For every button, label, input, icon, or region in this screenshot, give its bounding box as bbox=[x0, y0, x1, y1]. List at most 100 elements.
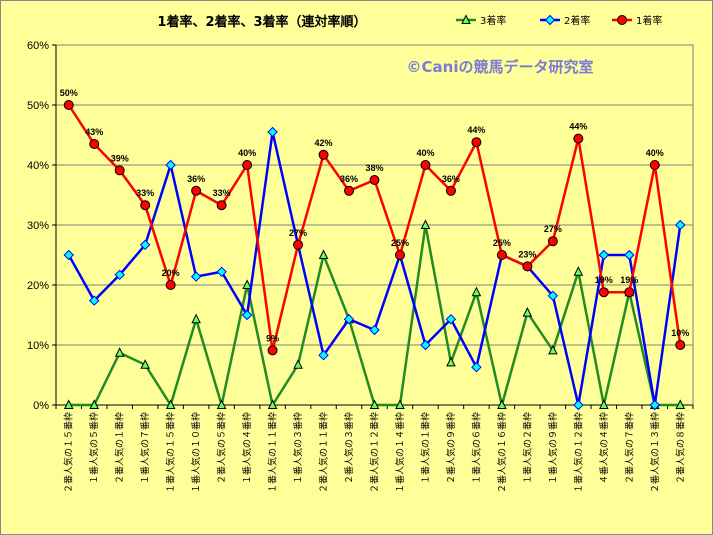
data-point bbox=[369, 399, 380, 409]
legend-item: 1着率 bbox=[612, 14, 662, 27]
legend-item: 2着率 bbox=[540, 14, 590, 27]
data-point bbox=[369, 175, 380, 185]
x-tick-label: １番人気の９番枠 bbox=[547, 412, 559, 484]
x-tick-label: ２番人気の１１番枠 bbox=[318, 412, 330, 493]
data-label: 50% bbox=[60, 88, 78, 98]
data-label: 27% bbox=[544, 224, 562, 234]
data-labels: 50% 43% 39% 33% 20% 36% 33% 40% 9% 27% 42% 36% 38% 25… bbox=[60, 88, 690, 343]
data-label: 19% bbox=[595, 275, 613, 285]
x-axis: ２番人気の１５番枠 １番人気の５番枠 ２番人気の１番枠 １番人気の７番枠 １番人気の１５… bbox=[55, 404, 694, 493]
x-tick-label: ２番人気の７番枠 bbox=[623, 412, 635, 484]
x-tick-label: ２番人気の１５番枠 bbox=[63, 412, 75, 493]
data-point bbox=[394, 250, 405, 260]
x-tick-label: １番人気の１番枠 bbox=[419, 412, 431, 484]
data-point bbox=[216, 266, 227, 278]
watermark: ©Caniの競馬データ研究室 bbox=[407, 58, 594, 76]
data-point bbox=[267, 126, 278, 138]
data-point bbox=[242, 160, 253, 170]
data-label: 36% bbox=[340, 174, 358, 184]
y-axis: 0% 10% 20% 30% 40% 50% 60% bbox=[27, 40, 57, 412]
data-point bbox=[446, 356, 456, 367]
data-point bbox=[267, 399, 278, 409]
data-point bbox=[89, 139, 100, 149]
data-point bbox=[191, 313, 201, 324]
legend-label: 3着率 bbox=[480, 14, 506, 27]
data-point bbox=[114, 165, 125, 176]
data-point bbox=[522, 261, 533, 272]
data-label: 38% bbox=[365, 163, 383, 173]
data-point bbox=[140, 200, 151, 211]
data-point bbox=[242, 279, 252, 289]
data-point bbox=[573, 266, 584, 276]
data-point bbox=[445, 185, 456, 196]
x-tick-label: １番人気の６番枠 bbox=[470, 412, 482, 484]
data-point bbox=[140, 359, 150, 369]
data-point bbox=[471, 286, 482, 297]
x-tick-label: ２番人気の１２番枠 bbox=[369, 412, 381, 493]
x-tick-label: １番人気の４番枠 bbox=[241, 412, 253, 484]
y-tick-label: 10% bbox=[27, 340, 49, 352]
data-point bbox=[649, 160, 660, 170]
data-point bbox=[63, 100, 74, 110]
data-point bbox=[497, 399, 507, 409]
x-tick-label: ２番人気の１３番枠 bbox=[649, 412, 661, 493]
data-point bbox=[139, 239, 151, 251]
data-point bbox=[420, 160, 431, 170]
data-point bbox=[241, 309, 253, 321]
data-point bbox=[624, 287, 635, 298]
data-point bbox=[165, 399, 176, 409]
series-group bbox=[63, 100, 686, 411]
gridlines bbox=[56, 104, 693, 346]
data-label: 36% bbox=[187, 174, 205, 184]
data-point bbox=[343, 313, 355, 325]
x-tick-label: １番人気の５番枠 bbox=[88, 412, 100, 484]
data-point bbox=[598, 287, 609, 298]
data-label: 20% bbox=[162, 268, 180, 278]
legend-marker bbox=[544, 14, 556, 26]
x-tick-label: １番人気の１０番枠 bbox=[190, 412, 202, 493]
data-point bbox=[89, 399, 100, 409]
data-point bbox=[573, 399, 584, 411]
y-tick-label: 30% bbox=[27, 220, 49, 232]
data-label: 39% bbox=[111, 153, 129, 163]
data-point bbox=[267, 345, 278, 356]
data-point bbox=[649, 399, 660, 411]
data-point bbox=[395, 399, 405, 409]
x-tick-label: ２番人気の８番枠 bbox=[674, 412, 686, 484]
data-label: 33% bbox=[213, 188, 231, 198]
data-point bbox=[420, 339, 431, 351]
data-label: 40% bbox=[238, 148, 256, 158]
data-label: 19% bbox=[620, 275, 638, 285]
y-tick-label: 60% bbox=[27, 40, 49, 52]
data-point bbox=[573, 133, 584, 144]
x-tick-label: ２番人気の９番枠 bbox=[445, 412, 457, 484]
data-point bbox=[471, 137, 482, 148]
series-2 bbox=[63, 126, 686, 411]
y-tick-label: 20% bbox=[27, 280, 49, 292]
data-label: 40% bbox=[646, 148, 664, 158]
data-point bbox=[445, 313, 457, 325]
data-point bbox=[624, 249, 635, 261]
data-label: 40% bbox=[416, 148, 434, 158]
y-tick-label: 50% bbox=[27, 100, 49, 112]
legend: 3着率 2着率 1着率 bbox=[456, 14, 662, 27]
data-point bbox=[191, 185, 202, 196]
data-point bbox=[599, 399, 609, 409]
x-tick-label: １番人気の１１番枠 bbox=[267, 412, 279, 493]
data-point bbox=[496, 250, 507, 260]
y-tick-label: 40% bbox=[27, 160, 49, 172]
chart-title: 1着率、2着率、3着率（連対率順） bbox=[157, 14, 366, 30]
data-label: 27% bbox=[289, 228, 307, 238]
data-point bbox=[165, 159, 176, 171]
x-tick-label: ２番人気の３番枠 bbox=[343, 412, 355, 484]
data-point bbox=[369, 324, 380, 336]
x-tick-label: １番人気の１２番枠 bbox=[572, 412, 584, 493]
x-tick-label: １番人気の１４番枠 bbox=[394, 412, 406, 493]
data-point bbox=[63, 249, 74, 261]
data-point bbox=[216, 399, 227, 409]
x-tick-label: ２番人気の１６番枠 bbox=[496, 412, 508, 493]
legend-marker bbox=[461, 14, 471, 24]
data-point bbox=[114, 347, 125, 357]
